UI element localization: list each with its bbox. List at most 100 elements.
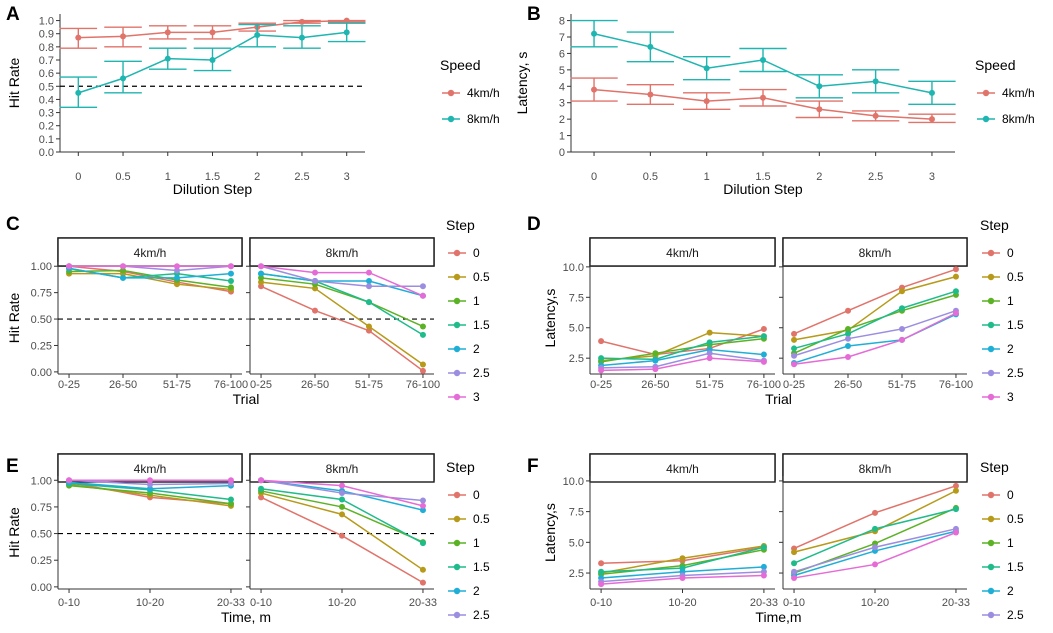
legend-item: 1.5 xyxy=(448,560,490,574)
data-point xyxy=(760,572,767,579)
data-point xyxy=(952,273,959,280)
data-point xyxy=(591,86,598,93)
legend-item: 2.5 xyxy=(982,608,1024,622)
data-point xyxy=(258,274,265,281)
legend-label: 0.5 xyxy=(1007,270,1024,284)
series-2.5 xyxy=(791,307,959,359)
facet-4km-h: 4km/h 2.5 5.0 7.5 10.0 0-25 26-50 51-75 76-100 xyxy=(563,237,781,391)
data-point xyxy=(419,292,426,299)
legend-label: 0 xyxy=(1007,246,1014,260)
data-point xyxy=(898,336,905,343)
data-point xyxy=(791,568,798,575)
legend-key-point xyxy=(453,491,461,499)
series-line xyxy=(601,335,764,361)
x-tick-label: 0-10 xyxy=(58,597,80,609)
data-point xyxy=(791,336,798,343)
facet-strip-box xyxy=(589,453,776,483)
data-point xyxy=(258,270,265,277)
series-0 xyxy=(258,283,426,374)
legend-key-point xyxy=(987,563,995,571)
data-point xyxy=(173,267,180,274)
data-point xyxy=(419,367,426,374)
facet-main: 0 1 2 3 4 5 6 7 8 0 0.5 1 1.5 2 2.5 3 xyxy=(559,14,956,183)
x-tick-label: 26-50 xyxy=(641,379,669,391)
y-tick-label: 0.3 xyxy=(39,108,54,120)
y-tick-label: 0.75 xyxy=(31,502,52,514)
data-point xyxy=(312,278,319,285)
data-point xyxy=(419,502,426,509)
data-point xyxy=(75,89,82,96)
legend-key-point xyxy=(453,539,461,547)
facet-strip-box xyxy=(249,237,435,267)
data-point xyxy=(339,482,345,489)
x-tick-label: 26-50 xyxy=(109,379,137,391)
legend-label: 8km/h xyxy=(1002,112,1035,126)
y-tick-label: 5.0 xyxy=(569,323,584,335)
legend-label: 1.5 xyxy=(1007,318,1024,332)
x-tick-label: 0.5 xyxy=(643,171,658,183)
data-point xyxy=(845,353,852,360)
series-line xyxy=(601,352,765,369)
facet-strip-label: 4km/h xyxy=(666,462,699,476)
legend-label: 1.5 xyxy=(473,560,490,574)
data-point xyxy=(312,307,319,314)
legend-label: 1 xyxy=(473,536,480,550)
data-point xyxy=(209,29,216,36)
data-point xyxy=(872,78,879,85)
y-tick-label: 10.0 xyxy=(563,262,584,274)
x-tick-label: 3 xyxy=(929,171,935,183)
x-tick-label: 0-25 xyxy=(590,379,612,391)
y-tick-label: 0.7 xyxy=(39,55,54,67)
data-point xyxy=(760,358,767,365)
data-point xyxy=(898,305,905,312)
panel-F: F 4km/h 2.5 5.0 7.5 10.0 0-10 10-20 20-33 8km/h 0-… xyxy=(527,453,1024,633)
data-point xyxy=(419,507,426,514)
legend-key-point xyxy=(447,89,455,97)
data-point xyxy=(339,511,345,518)
series-line xyxy=(793,508,957,564)
series-3 xyxy=(598,355,767,374)
legend-item: 3 xyxy=(982,390,1014,404)
data-point xyxy=(120,75,127,82)
data-point xyxy=(339,496,345,503)
data-point xyxy=(845,343,852,349)
data-point xyxy=(703,65,710,72)
x-axis-title: Time, m xyxy=(221,609,271,625)
data-point xyxy=(598,568,605,575)
data-point xyxy=(598,338,605,345)
legend-item: 2 xyxy=(448,342,480,356)
y-tick-label: 2.5 xyxy=(569,568,584,580)
x-tick-label: 0-10 xyxy=(590,597,612,609)
series-line xyxy=(260,277,424,328)
legend-item: 4km/h xyxy=(977,86,1035,100)
legend-key-point xyxy=(987,587,995,595)
x-tick-label: 10-20 xyxy=(136,597,164,609)
series-line xyxy=(68,267,232,279)
legend-label: 0.5 xyxy=(1007,512,1024,526)
data-point xyxy=(209,57,216,63)
y-axis-title: Latency, s xyxy=(514,52,530,115)
y-tick-label: 0.00 xyxy=(31,582,52,594)
legend-key-point xyxy=(453,273,461,281)
data-point xyxy=(173,274,180,281)
x-tick-label: 51-75 xyxy=(163,379,191,391)
legend-title: Step xyxy=(980,459,1009,475)
panel-letter: D xyxy=(527,214,541,235)
x-tick-label: 20-33 xyxy=(409,597,437,609)
data-point xyxy=(791,361,798,368)
data-point xyxy=(258,263,265,270)
series-3 xyxy=(258,477,426,509)
data-point xyxy=(75,34,82,41)
legend-item: 3 xyxy=(448,390,480,404)
data-point xyxy=(419,331,426,338)
y-tick-label: 0.75 xyxy=(31,288,52,300)
facet-strip-label: 4km/h xyxy=(134,462,167,476)
data-point xyxy=(227,477,234,484)
x-tick-label: 1 xyxy=(704,171,710,183)
x-axis-title: Time,m xyxy=(755,609,801,625)
facet-main: 0.00.10.20.30.40.50.60.70.80.91.00 0.5 1 1.… xyxy=(39,14,366,183)
facet-strip-box xyxy=(589,237,776,267)
